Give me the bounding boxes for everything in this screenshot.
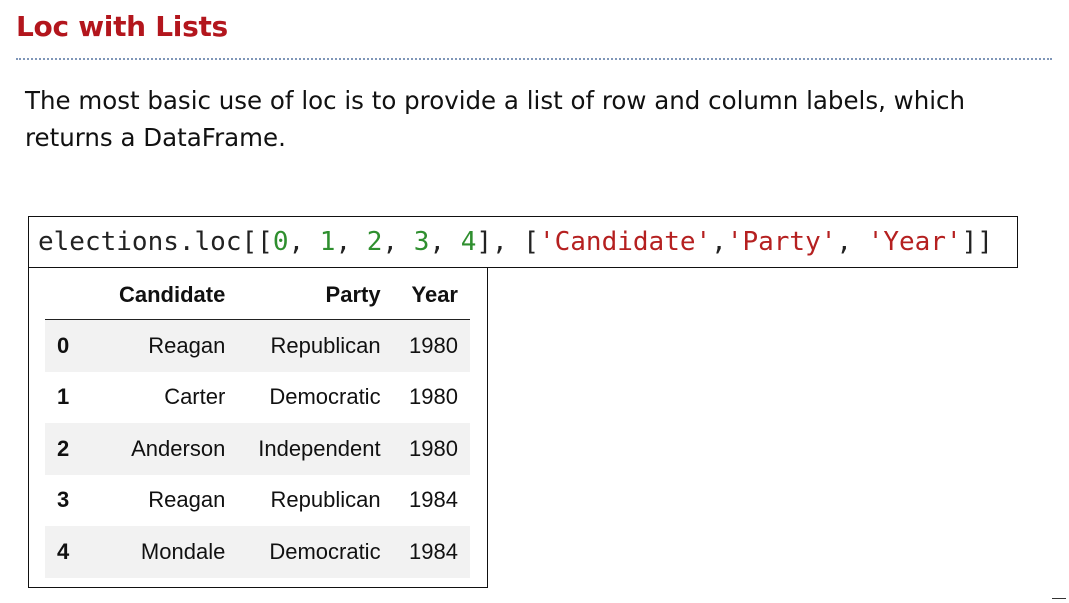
cell-candidate: Anderson: [131, 435, 226, 461]
body-text-line-2: returns a DataFrame.: [25, 123, 286, 152]
column-header-year: Year: [392, 270, 470, 320]
row-index: 2: [57, 435, 70, 461]
table-row: 4 Mondale Democratic 1984: [45, 526, 470, 578]
table-row: 0 Reagan Republican 1980: [45, 319, 470, 372]
row-index: 3: [57, 487, 70, 513]
body-text: The most basic use of loc is to provide …: [25, 82, 1025, 156]
code-cell: elections.loc[[0, 1, 2, 3, 4], ['Candida…: [28, 216, 1018, 268]
code-object: elections.loc: [38, 227, 242, 257]
row-index: 4: [57, 538, 70, 564]
cell-year: 1984: [409, 538, 458, 564]
table-row: 3 Reagan Republican 1984: [45, 474, 470, 526]
table-row: 2 Anderson Independent 1980: [45, 423, 470, 475]
slide-title: Loc with Lists: [16, 10, 228, 43]
code-row-label: 1: [319, 227, 336, 257]
table-header-row: Candidate Party Year: [45, 270, 470, 320]
code-open-brackets: [[: [241, 227, 273, 257]
cell-candidate: Mondale: [140, 538, 226, 564]
cell-party: Republican: [270, 332, 381, 358]
cell-party: Democratic: [269, 384, 381, 410]
row-index: 1: [57, 384, 70, 410]
cell-year: 1980: [409, 435, 458, 461]
cell-year: 1980: [409, 332, 458, 358]
column-header-candidate: Candidate: [99, 270, 238, 320]
cell-candidate: Reagan: [148, 332, 226, 358]
index-header: [45, 270, 99, 320]
code-row-label: 4: [460, 227, 477, 257]
cell-party: Republican: [270, 487, 381, 513]
dataframe-table: Candidate Party Year 0 Reagan Republican…: [45, 270, 470, 578]
cell-year: 1984: [409, 487, 458, 513]
code-row-label: 2: [366, 227, 383, 257]
code-column-label: 'Year': [867, 227, 962, 257]
body-text-line-1: The most basic use of loc is to provide …: [25, 86, 966, 115]
table-row: 1 Carter Democratic 1980: [45, 371, 470, 423]
code-column-label: 'Candidate': [538, 227, 712, 257]
code-row-label: 0: [272, 227, 289, 257]
code-column-label: 'Party': [726, 227, 837, 257]
code-row-label: 3: [413, 227, 430, 257]
cell-year: 1980: [409, 384, 458, 410]
cell-candidate: Carter: [164, 384, 226, 410]
code-close-brackets: ]]: [961, 227, 993, 257]
cell-party: Independent: [258, 435, 381, 461]
cell-party: Democratic: [269, 538, 381, 564]
title-divider: [16, 58, 1052, 60]
code-mid-brackets: ], [: [476, 227, 539, 257]
row-index: 0: [57, 332, 70, 358]
column-header-party: Party: [237, 270, 393, 320]
cell-candidate: Reagan: [148, 487, 226, 513]
corner-mark: [1052, 598, 1066, 599]
